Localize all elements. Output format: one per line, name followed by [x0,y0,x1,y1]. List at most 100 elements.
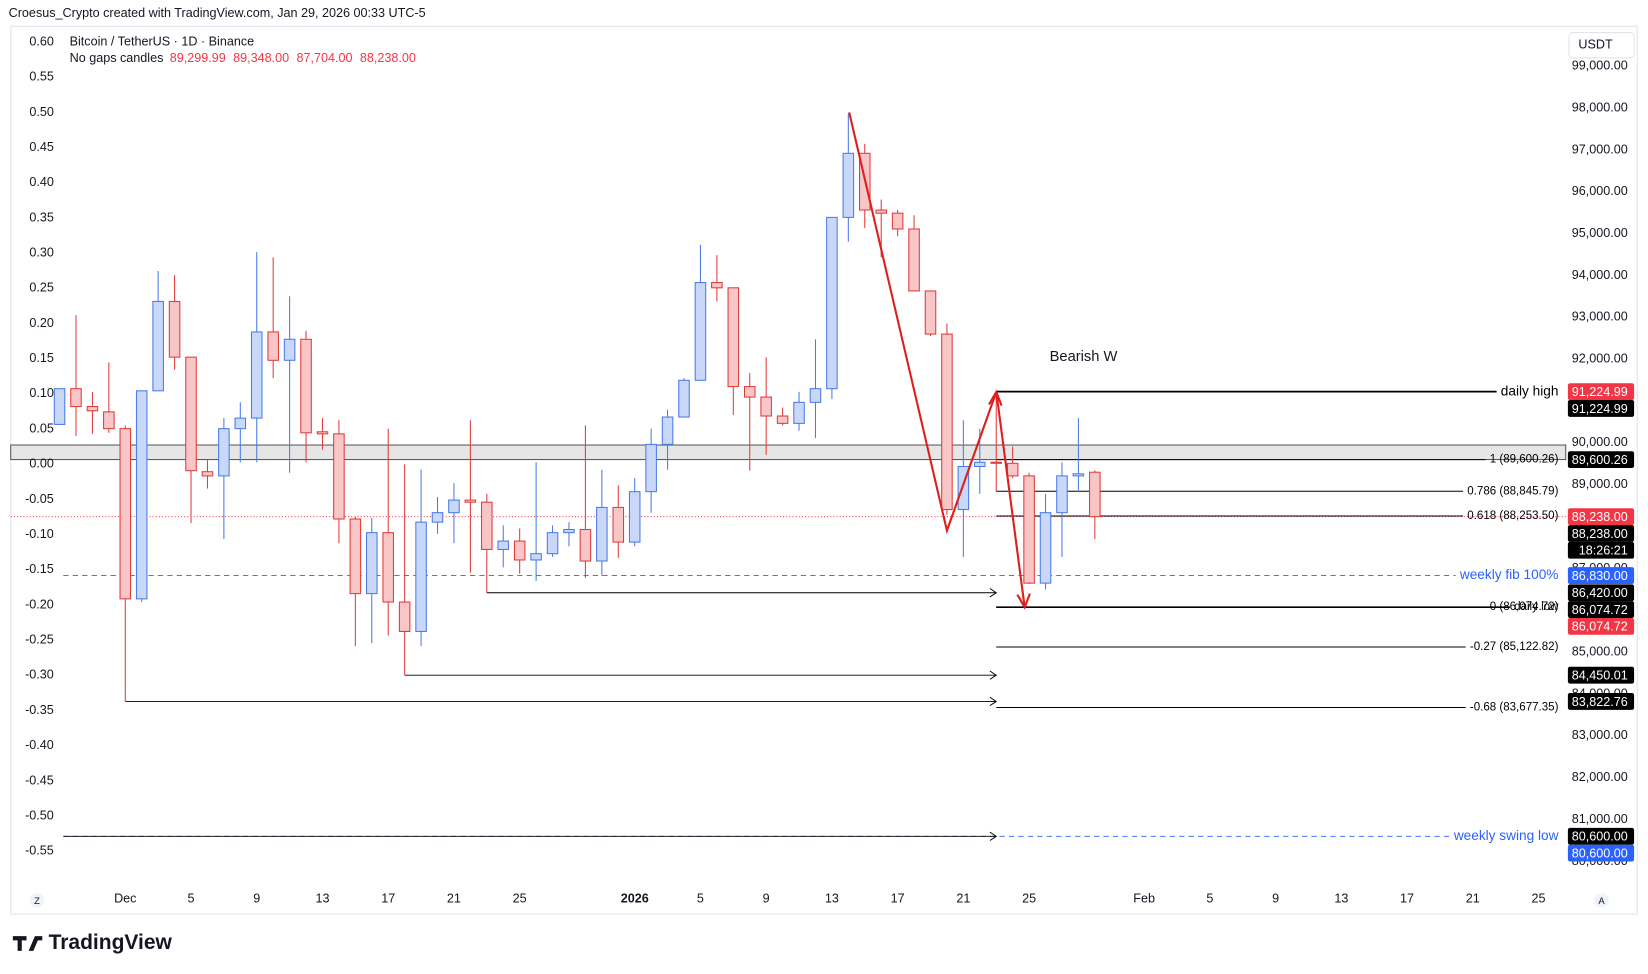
level-label: 0 (86,074.72) [1490,601,1559,613]
price-badge-label: 89,600.26 [1572,453,1628,467]
candle-body [415,521,427,632]
currency-box[interactable] [1568,32,1635,59]
y-tick-label: 95,000.00 [1572,226,1628,240]
candle-body [103,411,115,430]
x-tick-label: 25 [1532,892,1546,906]
y-tick-label: 93,000.00 [1572,310,1628,324]
y2-tick-label: -0.15 [25,562,54,576]
y-tick-label: 81,000.00 [1572,812,1628,826]
candle-body [168,300,181,358]
y2-tick-label: -0.20 [25,597,54,611]
price-badge-label: 86,830.00 [1572,569,1628,583]
candle-body [924,290,937,335]
price-badge [1567,666,1635,684]
candle-body [365,532,378,595]
price-badge [1567,844,1635,862]
candle-body [711,282,723,289]
x-tick-label: 21 [956,892,970,906]
y-tick-label: 99,000.00 [1572,59,1628,73]
x-tick-label: 17 [1400,892,1414,906]
corner-button-label[interactable]: Z [34,896,40,907]
candle-body [842,152,855,218]
corner-button-label[interactable]: A [1598,896,1605,907]
candle-body [645,443,657,493]
candle-body [135,390,148,600]
level-arrow-head [989,588,998,598]
y2-tick-label: 0.40 [29,175,54,189]
candle-body [513,540,526,561]
candle-body [957,465,970,511]
x-tick-label: 5 [188,892,195,906]
x-tick-label: 2026 [621,892,649,906]
x-tick-label: 13 [825,892,839,906]
x-tick-label: 13 [315,892,329,906]
level-label: -0.27 (85,122.82) [1470,641,1559,653]
corner-button[interactable] [1594,893,1609,908]
price-badge-label: 80,600.00 [1572,847,1628,861]
candle-body [1006,462,1019,477]
x-tick-label: 25 [513,892,527,906]
y2-tick-label: 0.15 [29,351,54,365]
arrow-head [1016,593,1031,610]
corner-button[interactable] [29,893,45,908]
candle-body [497,540,510,550]
price-badge [1567,451,1635,469]
candle-body [990,461,1003,464]
candle-body [941,333,953,511]
y-tick-label: 97,000.00 [1572,142,1628,156]
x-tick-label: 21 [447,892,461,906]
x-tick-label: Feb [1133,892,1155,906]
candle-body [300,338,312,434]
y2-tick-label: 0.10 [29,386,54,400]
y2-tick-label: 0.05 [29,421,54,435]
price-badge [1567,383,1635,401]
y2-tick-label: -0.35 [25,703,54,717]
y2-tick-label: 0.55 [29,70,54,84]
price-badge [1567,827,1635,845]
candle-body [612,506,625,543]
candle-body [875,209,887,214]
chart-title: Bitcoin / TetherUS · 1D · Binance [70,34,255,48]
candle-body [1056,475,1068,514]
x-tick-label: 17 [381,892,395,906]
level-label: 0.618 (88,253.50) [1467,510,1558,522]
candle-body [1039,512,1052,584]
price-badge-label: 80,600.00 [1572,830,1628,844]
candle-body [727,287,740,388]
y2-tick-label: -0.50 [25,808,54,822]
y2-tick-label: -0.10 [25,527,54,541]
ohlc-value: 88,238.00 [360,51,416,65]
currency[interactable]: USDT [1578,38,1613,52]
x-tick-label: 5 [1206,892,1213,906]
y-tick-label: 94,000.00 [1572,268,1628,282]
y2-tick-label: -0.25 [25,633,54,647]
price-badge-label: 86,420.00 [1572,586,1628,600]
x-tick-label: 21 [1466,892,1480,906]
level-label: weekly fib 100% [1459,567,1559,582]
price-badge [1567,584,1635,602]
level-label: weekly swing low [1453,828,1559,843]
arrow-head [988,389,1003,406]
candle-body [481,501,493,550]
y2-tick-label: -0.45 [25,773,54,787]
price-badge [1567,400,1635,417]
candle-body [448,499,460,514]
y2-tick-label: 0.35 [29,210,54,224]
candle-body [152,300,164,392]
candle-body [628,491,641,543]
candle-body [234,417,247,430]
price-badge [1567,693,1635,710]
candle-body [596,506,608,562]
x-tick-label: Dec [114,892,136,906]
y-tick-label: 98,000.00 [1572,100,1628,114]
candle-body [250,331,263,419]
candle-body [218,428,230,477]
price-badge-label: 84,450.01 [1572,669,1628,683]
candle-body [382,532,394,603]
candle-body [563,528,575,534]
x-tick-label: 9 [763,892,770,906]
y2-tick-label: -0.05 [25,492,54,506]
y-tick-label: 82,000.00 [1572,770,1628,784]
candle-body [431,512,444,523]
